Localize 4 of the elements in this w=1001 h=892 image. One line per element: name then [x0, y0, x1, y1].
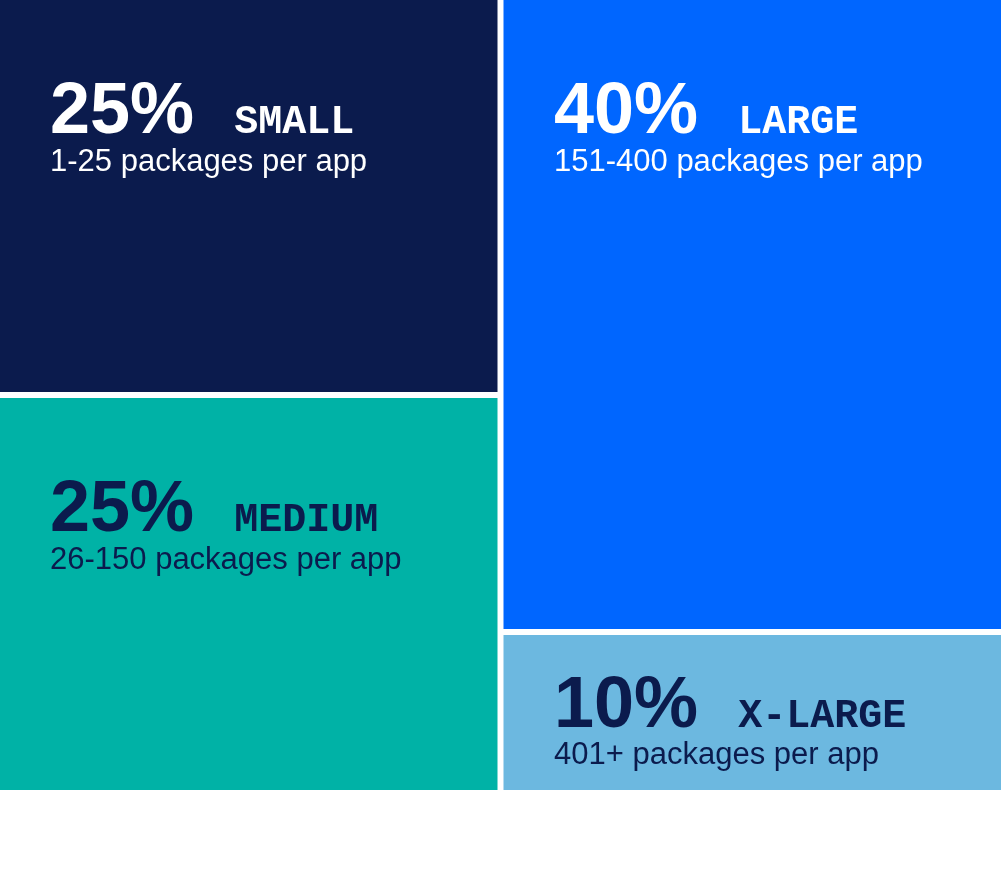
category-label: LARGE [738, 100, 859, 145]
category-label: X-LARGE [738, 694, 907, 739]
category-label: SMALL [234, 100, 355, 145]
category-label: MEDIUM [234, 498, 379, 543]
